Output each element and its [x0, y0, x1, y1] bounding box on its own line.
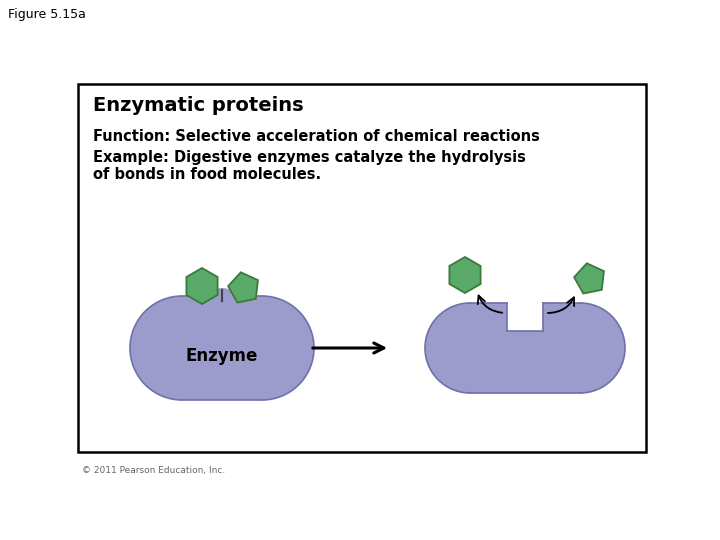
Polygon shape: [228, 272, 258, 302]
Text: Example: Digestive enzymes catalyze the hydrolysis
of bonds in food molecules.: Example: Digestive enzymes catalyze the …: [93, 150, 526, 183]
Polygon shape: [574, 264, 604, 294]
Polygon shape: [449, 257, 480, 293]
Polygon shape: [186, 268, 217, 304]
Text: Function: Selective acceleration of chemical reactions: Function: Selective acceleration of chem…: [93, 129, 540, 144]
Ellipse shape: [130, 296, 234, 400]
Text: Figure 5.15a: Figure 5.15a: [8, 8, 86, 21]
Text: Enzymatic proteins: Enzymatic proteins: [93, 96, 304, 115]
Text: Enzyme: Enzyme: [186, 347, 258, 365]
Wedge shape: [204, 288, 240, 306]
Ellipse shape: [210, 296, 314, 400]
Bar: [470, 303, 580, 393]
Text: © 2011 Pearson Education, Inc.: © 2011 Pearson Education, Inc.: [82, 466, 225, 475]
Ellipse shape: [425, 303, 515, 393]
Bar: [78, 84, 646, 452]
Bar: [182, 296, 262, 400]
Ellipse shape: [535, 303, 625, 393]
Bar: [507, 283, 543, 331]
